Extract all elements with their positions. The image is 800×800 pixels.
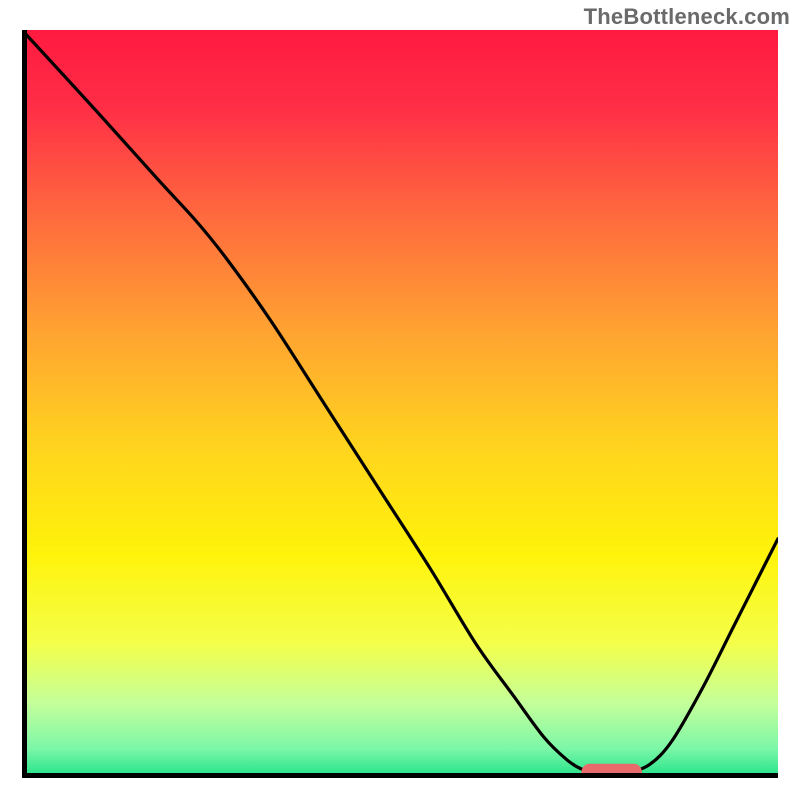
gradient-background bbox=[22, 30, 778, 778]
bottleneck-chart bbox=[22, 30, 778, 778]
watermark-text: TheBottleneck.com bbox=[584, 4, 790, 30]
chart-container: TheBottleneck.com bbox=[0, 0, 800, 800]
